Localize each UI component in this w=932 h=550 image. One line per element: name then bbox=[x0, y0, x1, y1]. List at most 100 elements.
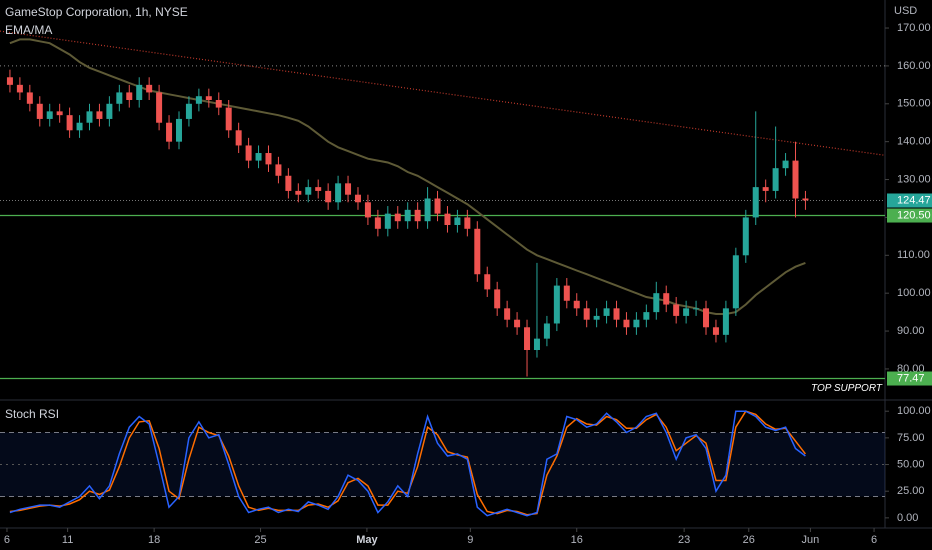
candle-body bbox=[46, 111, 53, 119]
candle-body bbox=[573, 300, 580, 309]
candle-body bbox=[593, 315, 600, 320]
y-tick-label: 130.00 bbox=[897, 173, 931, 185]
x-tick-label: 26 bbox=[743, 534, 755, 546]
candle-body bbox=[315, 187, 322, 191]
candle-body bbox=[305, 187, 312, 195]
candle-body bbox=[404, 209, 411, 222]
x-tick-label: 6 bbox=[871, 534, 877, 546]
candle-body bbox=[613, 308, 620, 320]
candle-body bbox=[76, 122, 83, 131]
y-tick-label: 150.00 bbox=[897, 98, 931, 110]
candle-body bbox=[474, 228, 481, 275]
y-tick-label: 0.00 bbox=[897, 512, 918, 524]
candle-body bbox=[414, 209, 421, 222]
candle-body bbox=[275, 164, 282, 176]
stoch-title: Stoch RSI bbox=[5, 407, 59, 421]
candle-body bbox=[354, 194, 361, 203]
candle-body bbox=[504, 308, 511, 320]
candle-body bbox=[772, 168, 779, 191]
x-tick-label: 11 bbox=[62, 534, 73, 546]
support-label: TOP SUPPORT bbox=[811, 383, 883, 394]
candle-body bbox=[325, 190, 332, 203]
candle-body bbox=[563, 285, 570, 301]
price-label-box bbox=[887, 193, 932, 208]
candle-body bbox=[543, 323, 550, 339]
candle-body bbox=[16, 84, 23, 93]
candle-body bbox=[484, 274, 491, 290]
x-tick-label: 9 bbox=[467, 534, 473, 546]
candle-body bbox=[722, 308, 729, 335]
y-tick-label: 110.00 bbox=[897, 249, 930, 261]
x-tick-label: 6 bbox=[4, 534, 10, 546]
price-label-box bbox=[887, 371, 932, 386]
candle-body bbox=[673, 304, 680, 316]
candle-body bbox=[285, 175, 292, 191]
candle-body bbox=[712, 327, 719, 335]
candle-body bbox=[235, 130, 242, 146]
candle-body bbox=[195, 96, 202, 104]
candle-body bbox=[265, 153, 272, 165]
candle-body bbox=[454, 217, 461, 225]
ema-line bbox=[9, 38, 806, 315]
candle-body bbox=[762, 187, 769, 191]
candle-body bbox=[633, 319, 640, 328]
candle-body bbox=[364, 202, 371, 218]
y-tick-label: 75.00 bbox=[897, 432, 925, 444]
candle-body bbox=[533, 338, 540, 350]
candle-body bbox=[623, 319, 630, 328]
price-label: 77.47 bbox=[897, 372, 925, 384]
candle-body bbox=[802, 198, 809, 201]
candle-body bbox=[394, 213, 401, 222]
y-tick-label: 50.00 bbox=[897, 458, 925, 470]
trend-line bbox=[0, 30, 886, 156]
candle-body bbox=[524, 327, 531, 350]
candle-body bbox=[603, 308, 610, 316]
candle-body bbox=[26, 92, 33, 104]
candle-body bbox=[553, 285, 560, 324]
stoch-line bbox=[9, 410, 806, 517]
candle-body bbox=[792, 160, 799, 199]
candle-body bbox=[215, 100, 222, 108]
x-tick-label: 18 bbox=[148, 534, 160, 546]
y-tick-label: 100.00 bbox=[897, 405, 931, 417]
y-tick-label: 140.00 bbox=[897, 136, 931, 148]
layer: 80.0090.00100.00110.00120.00130.00140.00… bbox=[0, 22, 932, 546]
x-tick-label: Jun bbox=[802, 534, 820, 546]
candle-body bbox=[66, 115, 73, 131]
x-tick-label: 16 bbox=[571, 534, 583, 546]
candle-body bbox=[255, 153, 262, 161]
candle-body bbox=[643, 312, 650, 320]
candle-body bbox=[742, 217, 749, 256]
price-label-box bbox=[887, 208, 932, 223]
x-tick-label: 23 bbox=[678, 534, 690, 546]
candle-body bbox=[146, 84, 153, 93]
currency-label: USD bbox=[894, 5, 917, 17]
candle-body bbox=[245, 145, 252, 161]
candle-body bbox=[96, 111, 103, 119]
x-tick-label: May bbox=[356, 534, 378, 546]
candle-body bbox=[126, 92, 133, 100]
candle-body bbox=[106, 103, 113, 119]
candle-body bbox=[136, 84, 143, 100]
candle-body bbox=[732, 255, 739, 309]
chart-title: GameStop Corporation, 1h, NYSE bbox=[5, 5, 188, 19]
candle-body bbox=[295, 190, 302, 195]
candle-body bbox=[225, 107, 232, 131]
candle-body bbox=[56, 111, 63, 116]
candle-body bbox=[205, 96, 212, 100]
candle-body bbox=[6, 77, 13, 85]
candle-body bbox=[424, 198, 431, 222]
candle-body bbox=[345, 183, 352, 195]
x-tick-label: 25 bbox=[254, 534, 266, 546]
candle-body bbox=[36, 103, 43, 119]
candle-body bbox=[335, 183, 342, 203]
candle-body bbox=[166, 122, 173, 142]
candle-body bbox=[175, 118, 182, 142]
candle-body bbox=[444, 213, 451, 225]
indicator-label: EMA/MA bbox=[5, 23, 52, 37]
candle-body bbox=[374, 217, 381, 229]
candle-body bbox=[494, 289, 501, 309]
y-tick-label: 100.00 bbox=[897, 287, 931, 299]
y-tick-label: 25.00 bbox=[897, 485, 925, 497]
